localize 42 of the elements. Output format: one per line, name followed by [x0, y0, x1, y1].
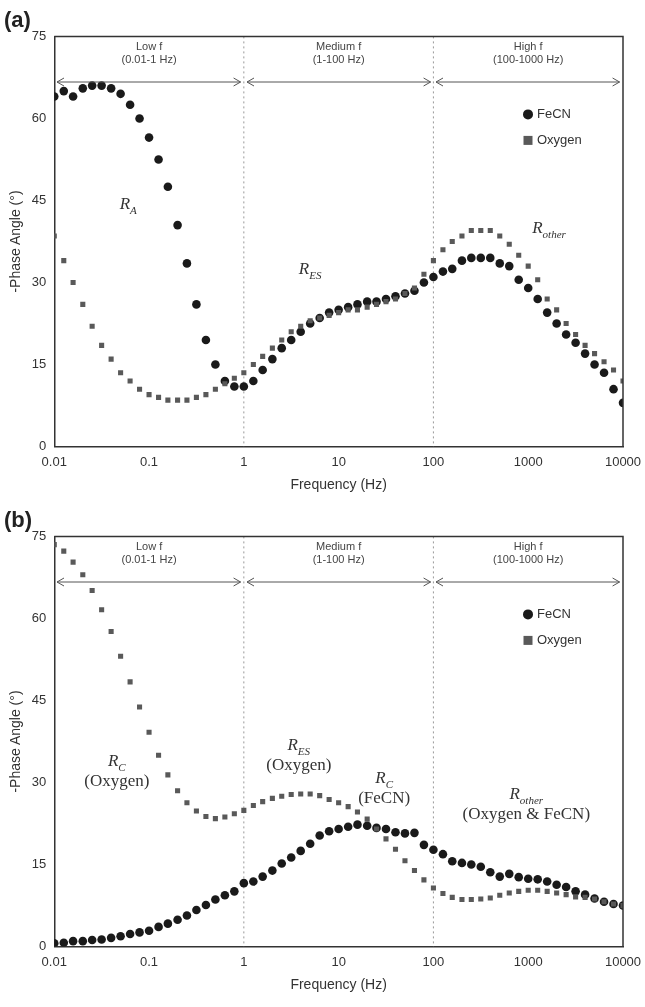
y-tick-label: 75: [31, 527, 47, 543]
y-tick-label: 45: [31, 192, 47, 208]
y-tick-label: 15: [31, 356, 47, 372]
y-axis-title: -Phase Angle (°): [7, 190, 24, 293]
x-tick-label: 1000: [513, 453, 543, 469]
annotation: Low f (0.01-1 Hz): [121, 40, 177, 66]
legend-label: Oxygen: [537, 131, 582, 147]
x-tick-label: 1000: [513, 953, 543, 969]
annotation: High f (100-1000 Hz): [493, 540, 564, 566]
y-tick-label: 60: [31, 110, 47, 126]
y-tick-label: 0: [39, 938, 47, 954]
y-tick-label: 60: [31, 610, 47, 626]
x-axis-title: Frequency (Hz): [290, 976, 387, 993]
x-tick-label: 10000: [604, 453, 642, 469]
x-tick-label: 0.1: [140, 453, 159, 469]
legend-label: FeCN: [537, 605, 571, 621]
chart-title: (b): [4, 507, 33, 533]
annotation: High f (100-1000 Hz): [493, 40, 564, 66]
x-tick-label: 100: [422, 453, 445, 469]
x-tick-label: 10: [331, 453, 346, 469]
x-tick-label: 10: [331, 953, 346, 969]
y-tick-label: 45: [31, 692, 47, 708]
x-tick-label: 10000: [604, 953, 642, 969]
x-tick-label: 1: [240, 453, 248, 469]
annotation: Medium f (1-100 Hz): [312, 540, 365, 566]
y-tick-label: 30: [31, 774, 47, 790]
x-tick-label: 0.1: [140, 953, 159, 969]
y-tick-label: 30: [31, 274, 47, 290]
chart-title: (a): [4, 7, 31, 33]
x-axis-title: Frequency (Hz): [290, 476, 387, 493]
legend-label: FeCN: [537, 105, 571, 121]
y-axis-title: -Phase Angle (°): [7, 690, 24, 793]
legend-label: Oxygen: [537, 631, 582, 647]
y-tick-label: 0: [39, 438, 47, 454]
x-tick-label: 100: [422, 953, 445, 969]
annotation: Medium f (1-100 Hz): [312, 40, 365, 66]
y-tick-label: 75: [31, 27, 47, 43]
x-tick-label: 0.01: [41, 453, 67, 469]
annotation: Low f (0.01-1 Hz): [121, 540, 177, 566]
y-tick-label: 15: [31, 856, 47, 872]
x-tick-label: 1: [240, 953, 248, 969]
x-tick-label: 0.01: [41, 953, 67, 969]
